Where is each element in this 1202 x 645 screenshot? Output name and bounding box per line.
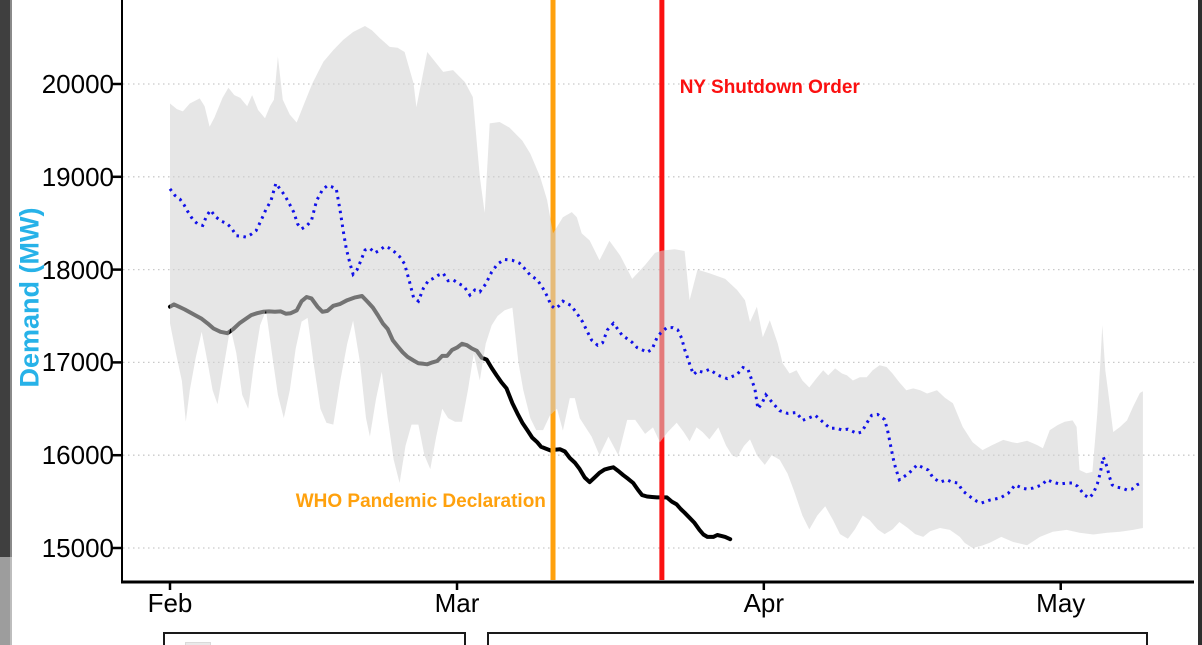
x-tick-label: Apr [743,588,785,618]
legend-swatch-band [185,642,211,645]
x-tick-label: Feb [147,588,193,618]
x-tick-label: Mar [434,588,480,618]
y-tick-label: 20000 [41,69,114,99]
y-tick-label: 18000 [41,254,114,285]
y-tick-label: 19000 [41,161,114,192]
legend-box-lines [487,632,1148,645]
y-tick-label: 15000 [41,533,114,563]
y-tick-label: 16000 [41,440,114,471]
y-axis-title: Demand (MW) [14,207,45,388]
historical-range-band [170,26,1143,548]
window-border-right [1198,0,1202,645]
window-border-left-lower [0,557,12,645]
window-border-left [0,0,12,557]
ny-shutdown-order-annotation: NY Shutdown Order [679,76,860,98]
y-tick-label: 17000 [41,347,114,378]
expected-demand-line [168,179,1142,505]
legend-box-band [163,632,466,645]
who-pandemic-declaration-annotation: WHO Pandemic Declaration [295,490,546,512]
x-tick-label: May [1036,588,1086,618]
